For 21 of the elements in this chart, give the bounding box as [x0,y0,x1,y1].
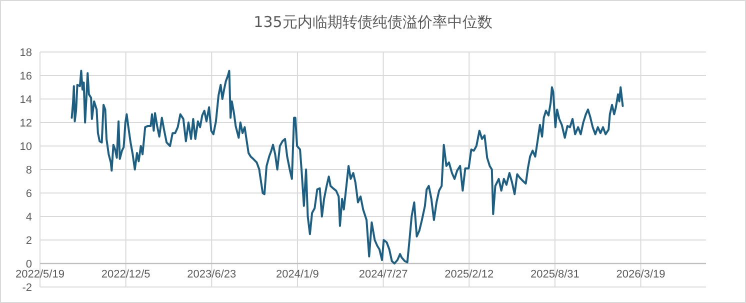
y-tick-label: 4 [26,212,32,224]
y-tick-label: 18 [20,47,32,59]
x-tick-label: 2024/1/9 [276,268,319,280]
y-tick-label: 6 [26,188,32,200]
y-tick-label: 0 [26,258,32,270]
x-tick-label: 2025/8/31 [530,268,580,280]
x-tick-label: 2023/6/23 [187,268,236,280]
y-tick-label: 10 [20,141,32,153]
line-series [70,70,624,264]
y-tick-label: 8 [26,164,32,176]
x-tick-label: 2025/2/12 [444,268,494,280]
x-tick-label: 2024/7/27 [358,268,408,280]
y-tick-label: 14 [20,94,32,106]
y-tick-label: 2 [26,235,32,247]
chart-title: 135元内临期转债纯债溢价率中位数 [254,13,492,31]
x-tick-label: 2022/5/19 [16,268,64,280]
x-tick-label: 2026/3/19 [616,268,666,280]
y-tick-label: -2 [22,282,32,294]
y-tick-label: 16 [20,70,32,82]
y-tick-label: 12 [20,118,32,130]
x-tick-label: 2022/12/5 [101,268,150,280]
